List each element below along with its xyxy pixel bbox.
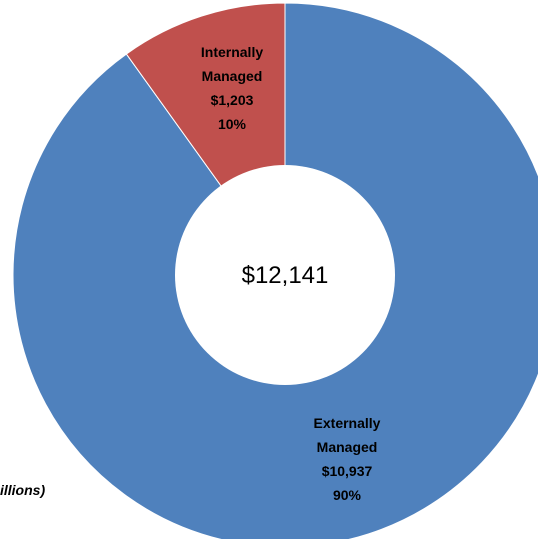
slice-label-externally-managed: Externally Managed $10,937 90% xyxy=(314,415,381,503)
unit-note: illions) xyxy=(0,482,46,498)
slice-name-line-2: Managed xyxy=(202,68,263,84)
slice-value-label: $10,937 xyxy=(322,463,373,479)
slice-value-label: $1,203 xyxy=(211,92,254,108)
slice-name-line-1: Internally xyxy=(201,44,263,60)
slice-label-internally-managed: Internally Managed $1,203 10% xyxy=(201,44,263,132)
center-total-label: $12,141 xyxy=(242,262,329,289)
donut-hole xyxy=(175,165,395,385)
slice-name-line-1: Externally xyxy=(314,415,381,431)
slice-name-line-2: Managed xyxy=(317,439,378,455)
slice-percent-label: 90% xyxy=(333,487,362,503)
slice-percent-label: 10% xyxy=(218,116,247,132)
